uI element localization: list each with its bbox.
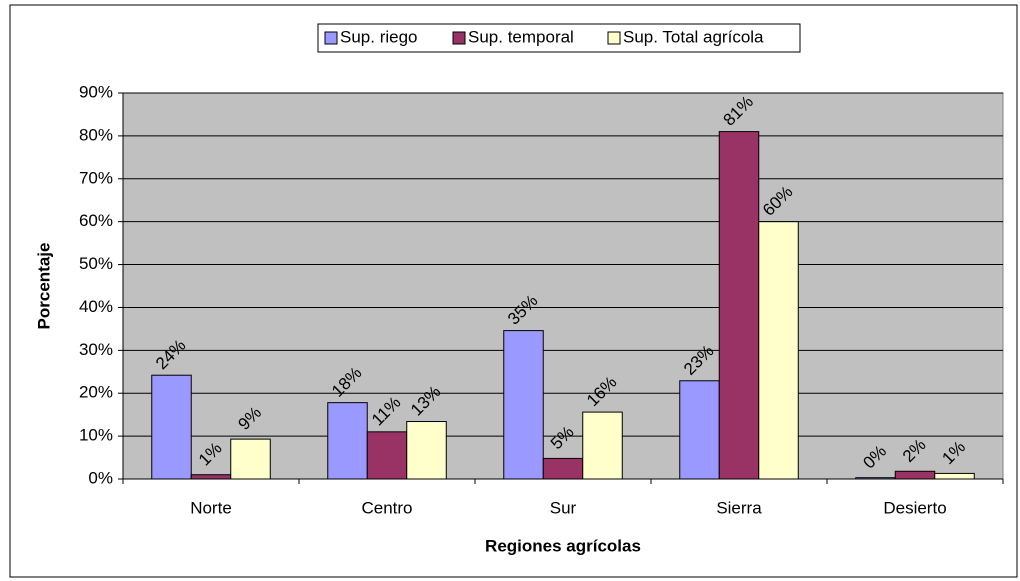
bar [190, 474, 232, 480]
x-tick-label: Sierra [716, 498, 762, 517]
bar [406, 421, 447, 480]
bar [582, 411, 623, 480]
legend-box [317, 23, 801, 53]
legend-label: Sup. Total agrícola [623, 27, 764, 46]
bar [718, 131, 760, 480]
y-tick-label: 0% [88, 468, 113, 487]
bar [366, 431, 408, 480]
legend-swatch [607, 31, 621, 45]
y-tick-label: 20% [79, 383, 113, 402]
x-tick-label: Centro [361, 498, 412, 517]
y-tick-label: 40% [79, 297, 113, 316]
x-tick-label: Sur [550, 498, 577, 517]
y-tick-label: 50% [79, 254, 113, 273]
x-tick-label: Norte [190, 498, 232, 517]
legend-label: Sup. riego [340, 27, 418, 46]
y-tick-label: 30% [79, 340, 113, 359]
bar [151, 374, 192, 480]
x-axis-label: Regiones agrícolas [485, 536, 641, 555]
x-tick-label: Desierto [883, 498, 946, 517]
y-tick-label: 70% [79, 168, 113, 187]
plot-area [122, 92, 1004, 480]
legend-label: Sup. temporal [468, 27, 574, 46]
bar [855, 477, 896, 480]
y-tick-label: 80% [79, 125, 113, 144]
y-tick-label: 90% [79, 82, 113, 101]
y-tick-label: 10% [79, 426, 113, 445]
legend-swatch [324, 31, 338, 45]
bar [542, 457, 584, 480]
bar [230, 438, 271, 480]
bar [503, 330, 544, 480]
legend-swatch [452, 31, 466, 45]
bar [934, 472, 975, 480]
bar [894, 470, 936, 480]
y-tick-label: 60% [79, 211, 113, 230]
y-axis-label: Porcentaje [34, 243, 53, 330]
bar [327, 402, 368, 480]
bar [758, 221, 799, 480]
bar [679, 380, 720, 480]
